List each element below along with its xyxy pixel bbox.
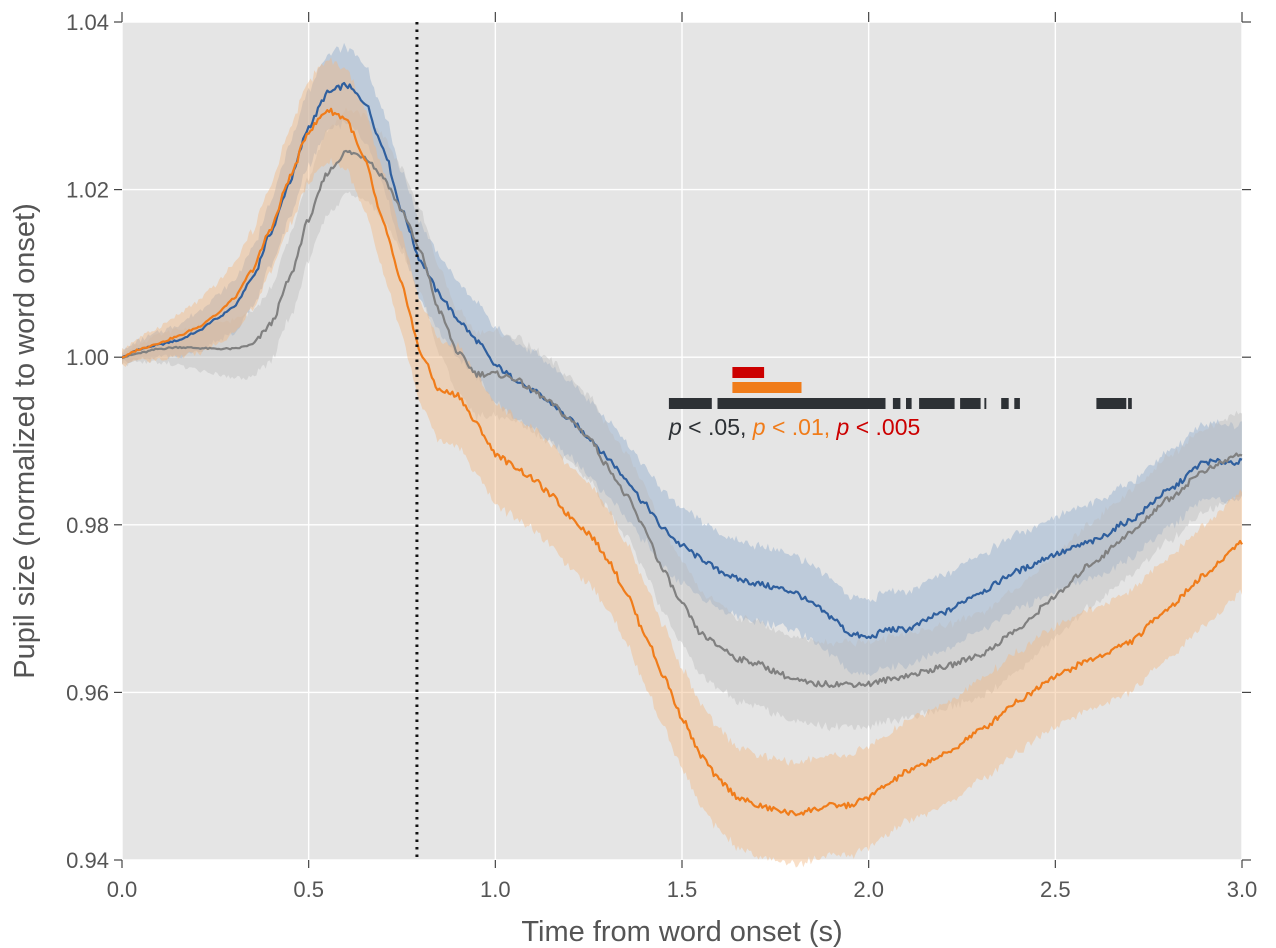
significance-segment — [1096, 398, 1127, 409]
sig-legend-p1: p — [668, 414, 682, 440]
x-tick-label: 1.5 — [667, 877, 698, 902]
significance-segment — [984, 398, 987, 409]
significance-segment — [732, 382, 802, 393]
y-tick-label: 1.04 — [66, 10, 109, 35]
x-tick-label: 2.5 — [1040, 877, 1071, 902]
series-band-0 — [122, 42, 1242, 677]
series-line-1 — [121, 149, 1243, 688]
series-lines — [121, 81, 1243, 817]
y-tick-labels: 0.94 0.96 0.98 1.00 1.02 1.04 — [66, 10, 109, 873]
significance-legend: p < .05, p < .01, p < .005 — [668, 414, 920, 440]
series-line-0 — [121, 81, 1243, 640]
sig-legend-t3: < .005 — [849, 414, 920, 440]
y-tick-label: 1.00 — [66, 345, 109, 370]
y-tick-label: 0.94 — [66, 848, 109, 873]
x-tick-label: 0.0 — [107, 877, 138, 902]
x-tick-label: 0.5 — [293, 877, 324, 902]
y-axis-title: Pupil size (normalized to word onset) — [9, 203, 41, 678]
x-tick-labels: 0.0 0.5 1.0 1.5 2.0 2.5 3.0 — [107, 877, 1258, 902]
significance-segment — [960, 398, 981, 409]
confidence-bands — [122, 42, 1242, 868]
x-tick-label: 1.0 — [480, 877, 511, 902]
significance-segment — [1014, 398, 1020, 409]
series-line-2 — [121, 107, 1243, 817]
significance-segment — [1128, 398, 1132, 409]
y-tick-label: 0.96 — [66, 680, 109, 705]
significance-segment — [919, 398, 955, 409]
x-tick-label: 3.0 — [1227, 877, 1258, 902]
significance-segment — [668, 398, 712, 409]
significance-segment — [906, 398, 912, 409]
significance-segment — [732, 367, 765, 378]
significance-segment — [1001, 398, 1009, 409]
sig-legend-p3: p — [836, 414, 850, 440]
significance-segment — [892, 398, 901, 409]
x-axis-title: Time from word onset (s) — [521, 916, 842, 948]
sig-legend-p2: p — [752, 414, 766, 440]
axis-ticks — [114, 12, 1251, 868]
sig-legend-t2: < .01, — [766, 414, 837, 440]
y-tick-label: 1.02 — [66, 178, 109, 203]
x-tick-label: 2.0 — [853, 877, 884, 902]
sig-legend-t1: < .05, — [682, 414, 753, 440]
series-band-2 — [122, 57, 1242, 868]
significance-bars — [668, 367, 1132, 409]
significance-segment — [717, 398, 886, 409]
y-tick-label: 0.98 — [66, 513, 109, 538]
series-band-1 — [122, 107, 1242, 732]
